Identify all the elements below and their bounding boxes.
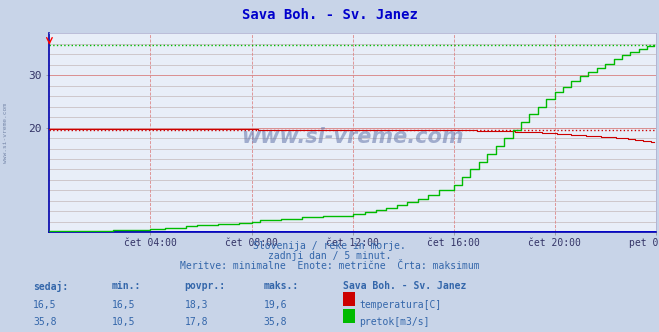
Text: 18,3: 18,3 — [185, 300, 208, 310]
Text: 35,8: 35,8 — [33, 317, 57, 327]
Text: www.si-vreme.com: www.si-vreme.com — [241, 127, 464, 147]
Text: Meritve: minimalne  Enote: metrične  Črta: maksimum: Meritve: minimalne Enote: metrične Črta:… — [180, 261, 479, 271]
Text: min.:: min.: — [112, 281, 142, 290]
Text: zadnji dan / 5 minut.: zadnji dan / 5 minut. — [268, 251, 391, 261]
Text: povpr.:: povpr.: — [185, 281, 225, 290]
Text: 16,5: 16,5 — [112, 300, 136, 310]
Text: 19,6: 19,6 — [264, 300, 287, 310]
Text: temperatura[C]: temperatura[C] — [359, 300, 442, 310]
Text: 16,5: 16,5 — [33, 300, 57, 310]
Text: pretok[m3/s]: pretok[m3/s] — [359, 317, 430, 327]
Text: maks.:: maks.: — [264, 281, 299, 290]
Text: Sava Boh. - Sv. Janez: Sava Boh. - Sv. Janez — [242, 8, 417, 22]
Text: www.si-vreme.com: www.si-vreme.com — [3, 103, 8, 163]
Text: 17,8: 17,8 — [185, 317, 208, 327]
Text: Slovenija / reke in morje.: Slovenija / reke in morje. — [253, 241, 406, 251]
Text: 35,8: 35,8 — [264, 317, 287, 327]
Text: sedaj:: sedaj: — [33, 281, 68, 291]
Text: 10,5: 10,5 — [112, 317, 136, 327]
Text: Sava Boh. - Sv. Janez: Sava Boh. - Sv. Janez — [343, 281, 466, 290]
